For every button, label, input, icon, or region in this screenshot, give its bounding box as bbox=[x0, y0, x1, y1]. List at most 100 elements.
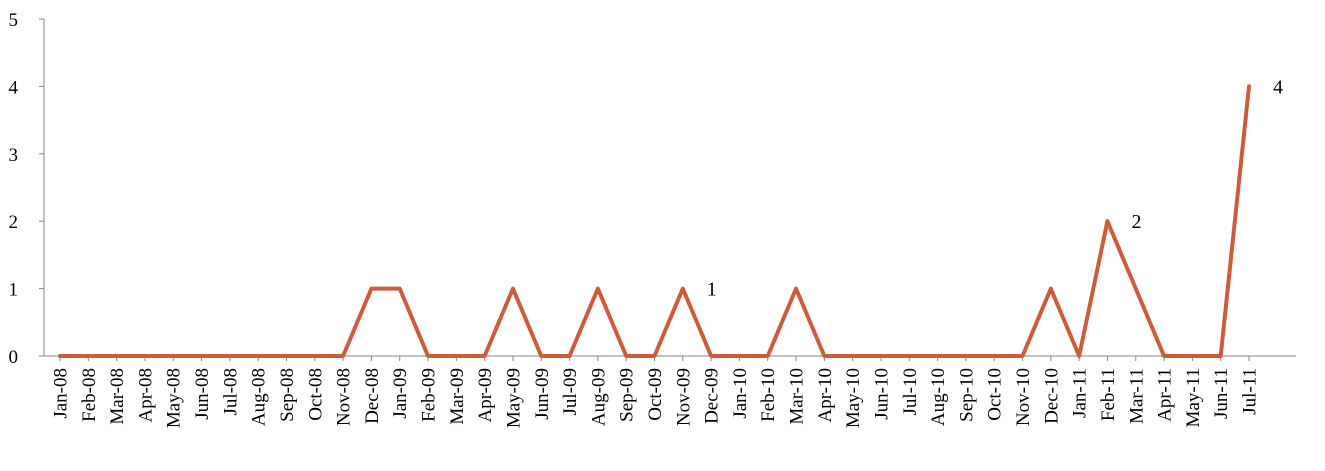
x-tick-label: Jan-11 bbox=[1070, 368, 1091, 418]
y-tick-label: 4 bbox=[9, 77, 19, 98]
x-tick-label: May-09 bbox=[503, 368, 524, 428]
x-tick-label: Apr-11 bbox=[1155, 368, 1176, 422]
x-tick-label: Jan-09 bbox=[390, 368, 411, 419]
x-tick-label: Jul-09 bbox=[560, 368, 581, 416]
data-point bbox=[426, 354, 430, 358]
data-point bbox=[709, 354, 713, 358]
x-tick-label: May-11 bbox=[1183, 368, 1204, 427]
x-tick-label: Jul-11 bbox=[1240, 368, 1261, 415]
x-tick-label: Dec-09 bbox=[702, 368, 723, 424]
x-tick-label: Nov-09 bbox=[673, 368, 694, 426]
data-point bbox=[313, 354, 317, 358]
data-point bbox=[1134, 287, 1138, 291]
data-point bbox=[398, 287, 402, 291]
data-point bbox=[200, 354, 204, 358]
x-tick-label: Nov-10 bbox=[1013, 368, 1034, 426]
data-point bbox=[964, 354, 968, 358]
data-point bbox=[369, 287, 373, 291]
x-tick-label: Mar-11 bbox=[1126, 368, 1147, 424]
data-point bbox=[58, 354, 62, 358]
data-labels: 1 2 4 bbox=[707, 76, 1283, 300]
x-tick-label: Feb-10 bbox=[758, 368, 779, 422]
x-tick-label: Apr-10 bbox=[815, 368, 836, 423]
data-point bbox=[284, 354, 288, 358]
data-point bbox=[1162, 354, 1166, 358]
data-point bbox=[143, 354, 147, 358]
x-tick-label: Aug-08 bbox=[249, 368, 270, 426]
data-point bbox=[511, 287, 515, 291]
y-tick-label: 0 bbox=[9, 347, 19, 368]
data-point bbox=[936, 354, 940, 358]
data-label: 4 bbox=[1273, 76, 1283, 98]
data-point bbox=[115, 354, 119, 358]
data-point bbox=[1049, 287, 1053, 291]
x-tick-label: Dec-08 bbox=[362, 368, 383, 424]
x-tick-label: Jan-10 bbox=[730, 368, 751, 419]
x-tick-label: Aug-10 bbox=[928, 368, 949, 426]
series-line bbox=[58, 84, 1251, 358]
data-point bbox=[568, 354, 572, 358]
data-point bbox=[822, 354, 826, 358]
y-tick-label: 3 bbox=[9, 145, 19, 166]
data-point bbox=[86, 354, 90, 358]
data-point bbox=[256, 354, 260, 358]
x-tick-label: Jan-08 bbox=[51, 368, 72, 419]
data-point bbox=[1190, 354, 1194, 358]
data-label: 1 bbox=[707, 279, 717, 301]
x-tick-label: Aug-09 bbox=[588, 368, 609, 426]
x-tick-label: Oct-09 bbox=[645, 368, 666, 421]
x-tick-label: Jun-09 bbox=[532, 368, 553, 420]
data-point bbox=[1077, 354, 1081, 358]
x-tick-label: Oct-10 bbox=[985, 368, 1006, 421]
data-point bbox=[653, 354, 656, 358]
x-tick-label: Dec-10 bbox=[1041, 368, 1062, 424]
y-tick-label: 5 bbox=[9, 10, 19, 31]
x-tick-label: Jun-08 bbox=[192, 368, 213, 420]
x-tick-label: Feb-09 bbox=[419, 368, 440, 422]
data-point bbox=[681, 287, 685, 291]
data-point bbox=[794, 287, 798, 291]
series-group bbox=[58, 84, 1251, 358]
x-tick-label: Feb-11 bbox=[1098, 368, 1119, 421]
data-point bbox=[539, 354, 543, 358]
x-tick-label: Jun-11 bbox=[1211, 368, 1232, 419]
data-point bbox=[1247, 84, 1251, 88]
y-tick-label: 1 bbox=[9, 280, 19, 301]
x-tick-label: Sep-09 bbox=[617, 368, 638, 422]
data-point bbox=[171, 354, 175, 358]
data-point bbox=[228, 354, 232, 358]
x-tick-label: Oct-08 bbox=[305, 368, 326, 421]
data-point bbox=[483, 354, 487, 358]
data-point bbox=[737, 354, 741, 358]
x-tick-label: Nov-08 bbox=[334, 368, 355, 426]
x-tick-label: Jun-10 bbox=[871, 368, 892, 420]
data-point bbox=[1219, 354, 1223, 358]
data-point bbox=[624, 354, 628, 358]
x-tick-label: Apr-08 bbox=[135, 368, 156, 423]
x-tick-label: Sep-08 bbox=[277, 368, 298, 422]
data-point bbox=[454, 354, 458, 358]
x-tick-label: May-10 bbox=[843, 368, 864, 428]
data-point bbox=[992, 354, 996, 358]
data-point bbox=[907, 354, 911, 358]
y-tick-label: 2 bbox=[9, 212, 19, 233]
data-point bbox=[851, 354, 855, 358]
data-point bbox=[879, 354, 883, 358]
data-point bbox=[1021, 354, 1025, 358]
y-axis: 0 1 2 3 4 5 bbox=[9, 10, 45, 368]
x-tick-label: Sep-10 bbox=[956, 368, 977, 422]
x-tick-label: Jul-08 bbox=[220, 368, 241, 416]
x-tick-label: Feb-08 bbox=[79, 368, 100, 422]
x-axis: Jan-08 Feb-08 Mar-08 Apr-08 May-08 Jun-08 Jul-… bbox=[44, 355, 1296, 428]
data-point bbox=[1105, 219, 1109, 223]
data-point bbox=[341, 354, 345, 358]
data-point bbox=[596, 287, 600, 291]
x-tick-label: Jul-10 bbox=[900, 368, 921, 416]
x-tick-label: May-08 bbox=[164, 368, 185, 428]
x-tick-label: Apr-09 bbox=[475, 368, 496, 423]
data-point bbox=[766, 354, 770, 358]
x-tick-label: Mar-09 bbox=[447, 368, 468, 425]
data-label: 2 bbox=[1131, 211, 1141, 233]
x-tick-label: Mar-10 bbox=[787, 368, 808, 425]
